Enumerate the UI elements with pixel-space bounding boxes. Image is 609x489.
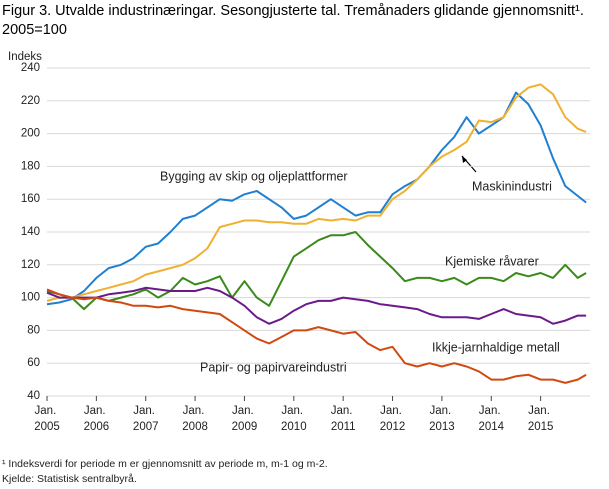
x-tick-label-line: 2010 — [281, 421, 307, 433]
y-tick-label: 40 — [27, 390, 40, 402]
x-tick-label-line: 2014 — [478, 421, 504, 433]
x-tick-label-line: Jan. — [133, 405, 158, 417]
series-line — [46, 286, 587, 325]
x-tick-label: Jan. 2010 — [281, 405, 307, 433]
x-tick-label-line: 2009 — [232, 421, 258, 433]
x-tick-label: Jan. 2015 — [528, 405, 554, 433]
x-tick-label: Jan. 2005 — [34, 405, 60, 433]
y-tick-label: 220 — [21, 95, 40, 107]
series-label: Kjemiske råvarer — [445, 254, 539, 268]
x-tick-label-line: Jan. — [528, 405, 553, 417]
x-tick-label: Jan. 2011 — [331, 405, 356, 433]
x-tick-label-line: Jan. — [232, 405, 257, 417]
series-line — [46, 288, 587, 384]
y-tick-label: 100 — [21, 292, 40, 304]
y-tick-label: 180 — [21, 160, 40, 172]
y-tick-label: 120 — [21, 259, 40, 271]
x-tick-label-line: 2013 — [429, 421, 455, 433]
x-tick-label-line: Jan. — [281, 405, 306, 417]
x-tick-label-line: Jan. — [479, 405, 504, 417]
x-tick-label-line: 2007 — [133, 421, 159, 433]
x-tick-label-line: 2008 — [182, 421, 208, 433]
x-tick-label-line: Jan. — [35, 405, 60, 417]
series-line — [46, 231, 587, 311]
y-axis-label: Indeks — [8, 51, 42, 63]
y-tick-label: 80 — [27, 324, 40, 336]
y-tick-label: 160 — [21, 193, 40, 205]
series-line — [46, 83, 587, 302]
x-tick-label: Jan. 2012 — [380, 405, 406, 433]
footnote: ¹ Indeksverdi for periode m er gjennomsn… — [2, 458, 328, 470]
series-label: Bygging av skip og oljeplattformer — [160, 169, 348, 183]
chart-title: Figur 3. Utvalde industrinæringar. Seson… — [2, 3, 584, 38]
x-tick-label: Jan. 2006 — [84, 405, 110, 433]
source: Kjelde: Statistisk sentralbyrå. — [2, 473, 137, 485]
series-label: Papir- og papirvareindustri — [200, 360, 347, 374]
x-tick-label: Jan. 2009 — [232, 405, 258, 433]
series-label: Ikkje-jarnhaldige metall — [432, 340, 560, 354]
y-tick-label: 60 — [27, 357, 40, 369]
x-tick-label-line: Jan. — [84, 405, 109, 417]
x-tick-label: Jan. 2007 — [133, 405, 159, 433]
x-tick-label-line: 2006 — [84, 421, 110, 433]
y-tick-label: 200 — [21, 128, 40, 140]
y-tick-label: 140 — [21, 226, 40, 238]
x-tick-label-line: 2012 — [380, 421, 406, 433]
x-tick-label-line: Jan. — [183, 405, 208, 417]
arrow-head — [462, 156, 467, 163]
x-tick-label-line: Jan. — [380, 405, 405, 417]
x-tick-label-line: 2005 — [34, 421, 60, 433]
x-tick-label-line: Jan. — [331, 405, 356, 417]
x-tick-label-line: 2011 — [331, 421, 356, 433]
x-tick-label: Jan. 2014 — [478, 405, 504, 433]
series-label: Maskinindustri — [472, 179, 552, 193]
x-tick-label-line: 2015 — [528, 421, 554, 433]
x-tick-label-line: Jan. — [429, 405, 454, 417]
x-tick-label: Jan. 2013 — [429, 405, 455, 433]
y-tick-label: 240 — [21, 62, 40, 74]
series-line — [46, 91, 587, 306]
x-tick-label: Jan. 2008 — [182, 405, 208, 433]
